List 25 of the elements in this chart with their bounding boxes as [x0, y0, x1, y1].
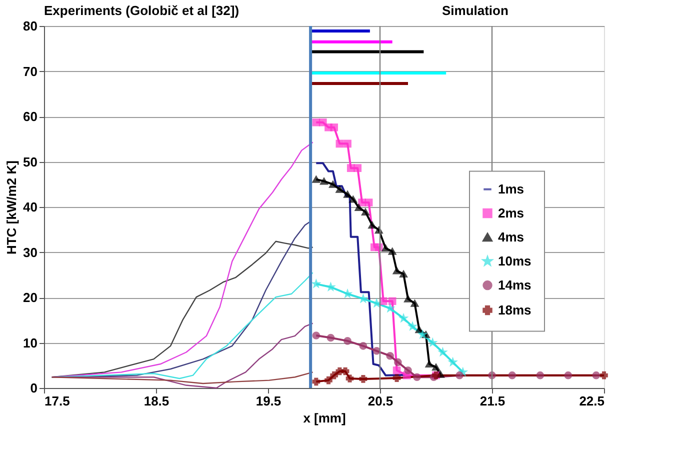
y-tick-label: 10 — [23, 335, 38, 350]
x-axis-title: x [mm] — [303, 410, 346, 426]
text: Simulation — [442, 3, 508, 18]
x-tick-label: 22.5 — [579, 394, 604, 408]
legend-label: 2ms — [498, 205, 524, 220]
x-tick-label: 19.5 — [256, 394, 282, 408]
x-tick-label: 17.5 — [44, 394, 70, 408]
x-tick-label: 18.5 — [144, 394, 170, 408]
y-tick-label: 30 — [23, 244, 38, 260]
y-tick-label: 40 — [23, 200, 38, 214]
x-tick-label: 21.5 — [480, 394, 506, 408]
x-tick-label: 20.5 — [368, 394, 394, 408]
y-tick-label: 70 — [23, 64, 38, 79]
legend-label: 14ms — [498, 277, 532, 292]
legend-label: 1ms — [498, 181, 524, 196]
y-axis-title: HTC [kW/m2 K] — [4, 160, 20, 254]
y-tick-label: 20 — [23, 290, 38, 305]
y-tick-label: 50 — [23, 154, 38, 170]
y-tick-label: 60 — [23, 109, 38, 124]
y-tick-label: 0 — [30, 380, 38, 396]
legend-label: 4ms — [498, 229, 524, 244]
legend-label: 10ms — [498, 253, 532, 268]
legend-label: 18ms — [498, 302, 532, 318]
y-tick-label: 80 — [23, 18, 38, 34]
text: Experiments (Golobič et al [32]) — [44, 3, 240, 18]
